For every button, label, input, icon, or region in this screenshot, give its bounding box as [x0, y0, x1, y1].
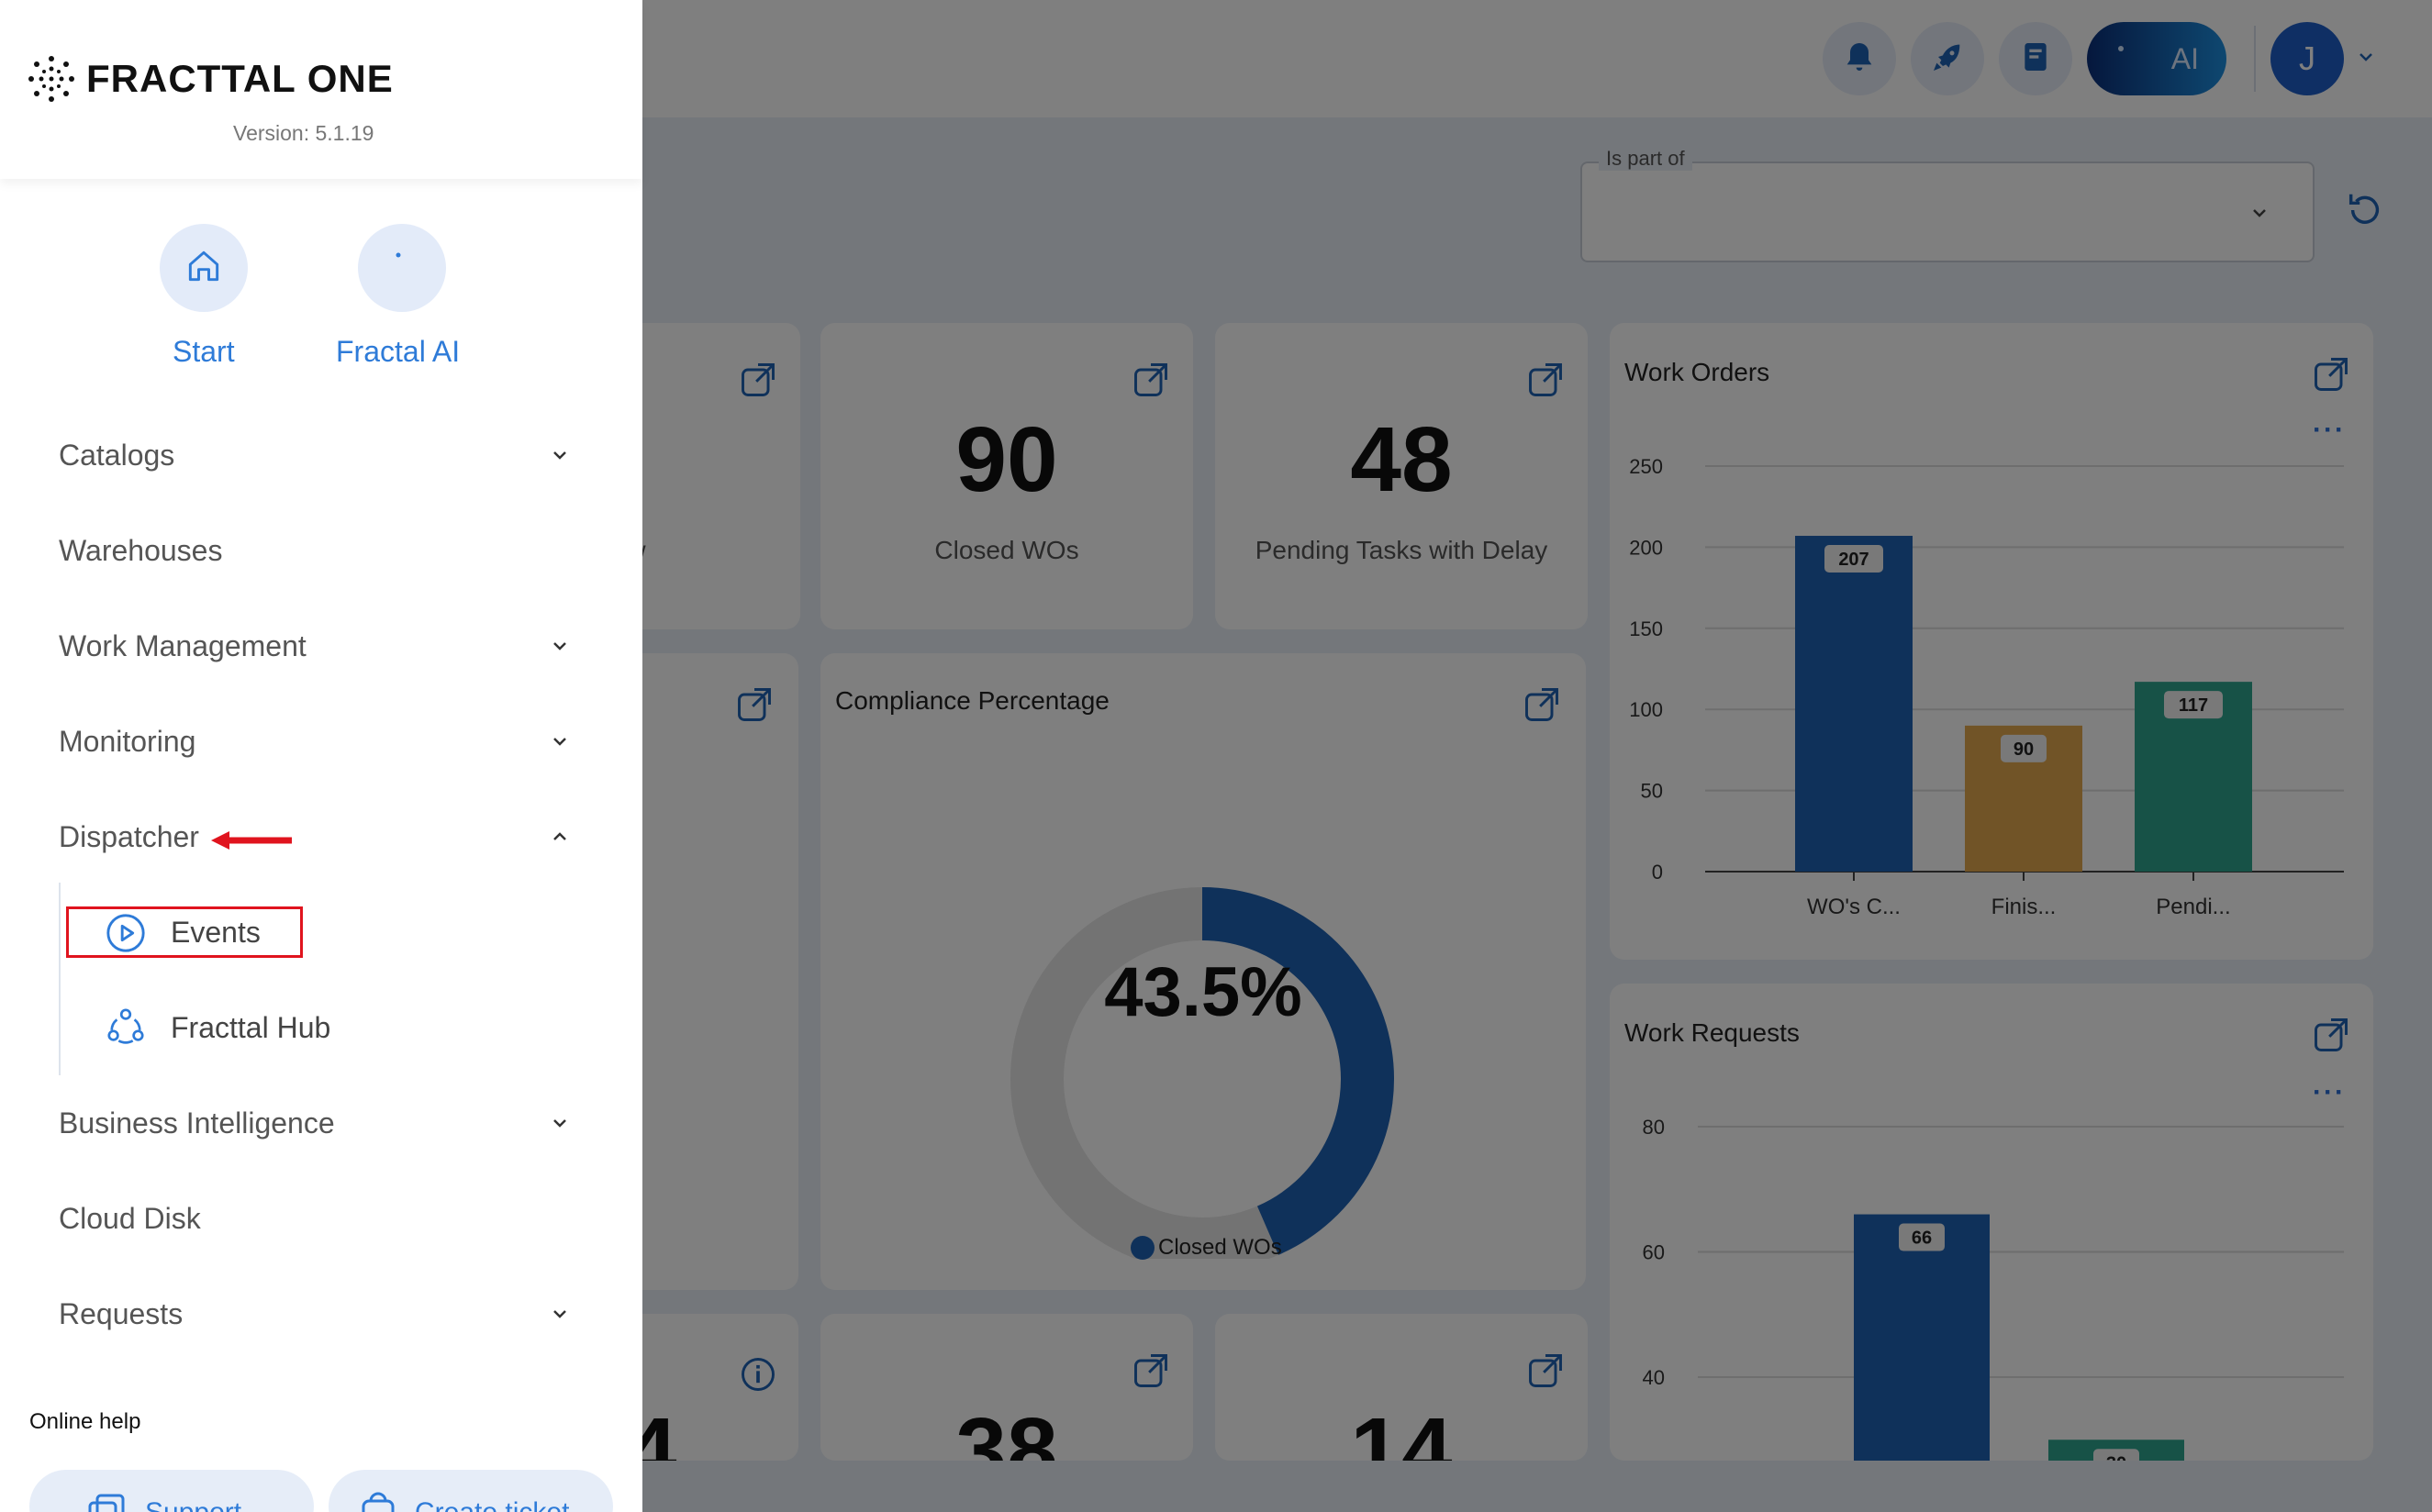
- fractal-ai-button[interactable]: [358, 224, 446, 312]
- nav-events[interactable]: Events: [171, 916, 261, 949]
- sparkle-icon: [395, 247, 402, 263]
- chevron-up-icon[interactable]: [549, 826, 571, 852]
- highlight-box-annotation: [66, 906, 303, 958]
- home-icon: [184, 246, 224, 291]
- nav-warehouses[interactable]: Warehouses: [59, 534, 223, 567]
- brand-name: FRACTTAL ONE: [86, 57, 394, 100]
- start-button[interactable]: [160, 224, 248, 312]
- red-arrow-annotation: [209, 828, 294, 858]
- online-help-heading: Online help: [29, 1409, 141, 1434]
- nav-monitoring[interactable]: Monitoring: [59, 725, 196, 758]
- hub-icon: [105, 1006, 147, 1052]
- support-label: Support: [145, 1497, 241, 1512]
- fracttal-logo-icon: [28, 55, 75, 107]
- nav-business-intelligence[interactable]: Business Intelligence: [59, 1106, 335, 1140]
- sidebar: FRACTTAL ONE Version: 5.1.19 Start Fract…: [0, 0, 642, 1512]
- chevron-down-icon[interactable]: [549, 1112, 571, 1139]
- start-label[interactable]: Start: [173, 335, 235, 368]
- ticket-icon: [356, 1490, 400, 1512]
- play-circle-icon: [105, 912, 147, 959]
- nav-cloud-disk[interactable]: Cloud Disk: [59, 1202, 201, 1235]
- create-ticket-button[interactable]: Create ticket: [329, 1470, 613, 1512]
- create-ticket-label: Create ticket: [415, 1497, 569, 1512]
- submenu-line: [59, 883, 61, 1075]
- nav-dispatcher[interactable]: Dispatcher: [59, 820, 199, 853]
- support-icon: [84, 1490, 128, 1512]
- fractal-ai-label[interactable]: Fractal AI: [336, 335, 461, 368]
- chevron-down-icon[interactable]: [549, 1303, 571, 1329]
- nav-requests[interactable]: Requests: [59, 1297, 184, 1330]
- nav-work-management[interactable]: Work Management: [59, 629, 307, 662]
- support-button[interactable]: Support: [29, 1470, 314, 1512]
- sidebar-header: FRACTTAL ONE Version: 5.1.19: [0, 0, 642, 179]
- app-version: Version: 5.1.19: [233, 121, 374, 145]
- nav-fracttal-hub[interactable]: Fracttal Hub: [171, 1011, 331, 1044]
- chevron-down-icon[interactable]: [549, 730, 571, 757]
- nav-catalogs[interactable]: Catalogs: [59, 439, 175, 472]
- chevron-down-icon[interactable]: [549, 444, 571, 471]
- chevron-down-icon[interactable]: [549, 635, 571, 662]
